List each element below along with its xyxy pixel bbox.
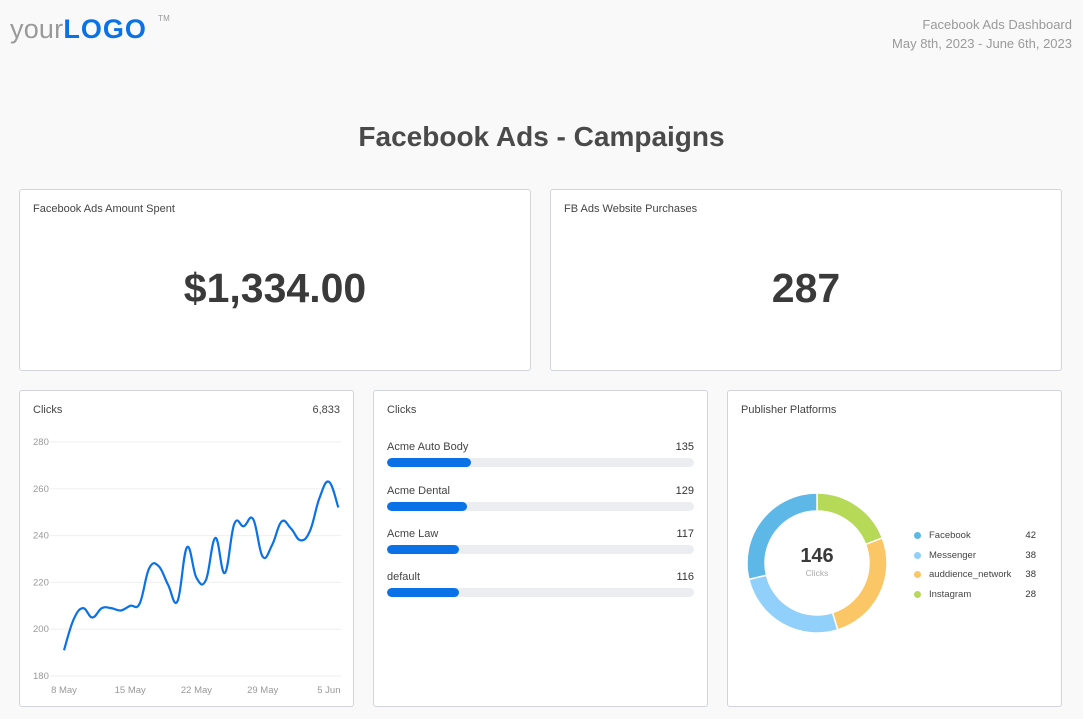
bar-label: Acme Dental [387, 485, 450, 497]
bar-value: 135 [675, 441, 694, 453]
legend-value: 38 [1025, 569, 1036, 580]
donut-chart[interactable] [728, 391, 1063, 708]
legend-value: 42 [1025, 530, 1036, 541]
x-tick-label: 5 Jun [317, 685, 340, 696]
card-title: Clicks [33, 404, 63, 416]
bar-row[interactable]: default 116 [387, 571, 694, 601]
bar-track [387, 588, 694, 597]
legend-name: Facebook [929, 530, 971, 541]
bar-track [387, 545, 694, 554]
publisher-platforms-card: Publisher Platforms 146 Clicks Facebook 4… [727, 390, 1062, 707]
x-tick-label: 15 May [115, 685, 146, 696]
bar-track [387, 458, 694, 467]
donut-total: 146 [800, 545, 834, 567]
legend-value: 28 [1025, 588, 1036, 600]
x-tick-label: 8 May [51, 685, 77, 696]
y-tick-label: 200 [33, 624, 49, 635]
kpi-value: 287 [771, 265, 841, 311]
dashboard-name: Facebook Ads Dashboard [922, 17, 1072, 32]
clicks-line-chart[interactable]: 180 200 220 240 260 280 8 May 15 May 22 May 29 Ma… [20, 391, 355, 708]
legend-value: 38 [1025, 549, 1036, 561]
bar-label: Acme Law [387, 528, 439, 540]
donut-segment-facebook[interactable] [746, 492, 818, 581]
legend-name: Instagram [929, 588, 972, 600]
bar-value: 129 [675, 485, 694, 497]
legend-dot-icon [914, 532, 921, 539]
date-range: May 8th, 2023 - June 6th, 2023 [892, 36, 1072, 51]
logo-prefix: your [10, 14, 64, 44]
legend-dot-icon [914, 551, 921, 559]
bar-fill [387, 502, 467, 511]
bar-value: 117 [676, 528, 694, 540]
clicks-total: 6,833 [312, 404, 340, 416]
bar-row[interactable]: Acme Auto Body 135 [387, 441, 694, 471]
bar-label: Acme Auto Body [387, 441, 469, 453]
x-tick-label: 29 May [247, 685, 278, 696]
y-tick-label: 180 [33, 671, 49, 682]
report-header-info: Facebook Ads Dashboard May 8th, 2023 - J… [892, 15, 1072, 53]
legend-item[interactable]: auddience_network 38 [914, 568, 1036, 588]
bar-fill [387, 458, 472, 467]
donut-label: Clicks [805, 568, 829, 578]
kpi-card-amount-spent: Facebook Ads Amount Spent $1,334.00 [19, 189, 531, 371]
x-tick-label: 22 May [181, 685, 212, 696]
bar-track [387, 502, 694, 511]
donut-segment-instagram[interactable] [816, 492, 884, 546]
donut-center: 146 Clicks [747, 546, 887, 578]
card-title: Clicks [387, 404, 417, 416]
bar-fill [387, 545, 460, 554]
bar-label: default [387, 571, 421, 583]
clicks-bar-chart-card: Clicks Acme Auto Body 135 Acme Dental 129 Ac… [373, 390, 708, 707]
bar-row[interactable]: Acme Law 117 [387, 528, 694, 558]
y-tick-label: 240 [33, 531, 49, 542]
bar-value: 116 [676, 571, 694, 583]
kpi-card-website-purchases: FB Ads Website Purchases 287 [550, 189, 1062, 371]
bar-row[interactable]: Acme Dental 129 [387, 485, 694, 515]
logo-brand: LOGO [63, 14, 147, 44]
card-title: Facebook Ads Amount Spent [33, 203, 175, 215]
legend-item[interactable]: Facebook 42 [914, 529, 1036, 549]
legend-dot-icon [914, 571, 921, 578]
logo: yourLOGO TM [10, 14, 170, 45]
legend-name: auddience_network [929, 569, 1012, 580]
card-title: Publisher Platforms [741, 404, 837, 416]
donut-legend: Facebook 42 Messenger 38 auddience_network 38… [914, 529, 1036, 607]
y-tick-label: 280 [33, 437, 49, 448]
page-title: Facebook Ads - Campaigns [358, 121, 725, 152]
clicks-line-chart-card: Clicks 6,833 180 200 220 240 260 280 8 May 15 M… [19, 390, 354, 707]
logo-trademark: TM [158, 14, 170, 23]
y-tick-label: 260 [33, 484, 49, 495]
legend-dot-icon [914, 590, 921, 598]
card-title: FB Ads Website Purchases [564, 203, 698, 215]
legend-item[interactable]: Instagram 28 [914, 588, 1036, 608]
clicks-line [62, 480, 340, 651]
bar-fill [387, 588, 460, 597]
legend-name: Messenger [929, 549, 976, 561]
legend-item[interactable]: Messenger 38 [914, 549, 1036, 569]
kpi-value: $1,334.00 [183, 265, 367, 311]
y-tick-label: 220 [33, 577, 49, 588]
donut-segment-messenger[interactable] [748, 574, 839, 634]
